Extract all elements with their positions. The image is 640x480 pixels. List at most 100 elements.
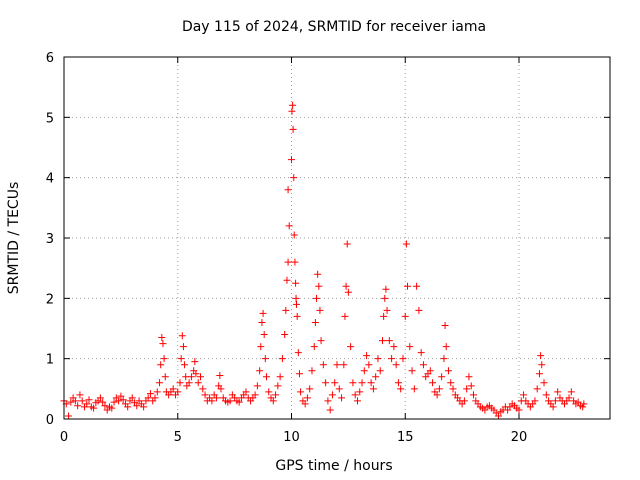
data-point [256, 367, 264, 375]
x-tick-label: 15 [397, 430, 414, 445]
chart-title: Day 115 of 2024, SRMTID for receiver iam… [182, 19, 486, 35]
data-point [301, 400, 309, 408]
data-point [554, 388, 562, 396]
data-point [379, 337, 386, 345]
data-point [151, 394, 159, 402]
data-point [372, 373, 380, 381]
data-point [580, 400, 588, 408]
data-point [404, 282, 412, 290]
data-point [282, 306, 290, 314]
y-tick-label: 4 [46, 172, 54, 187]
data-point [292, 294, 300, 302]
data-point [344, 288, 352, 296]
data-point [444, 367, 452, 375]
data-point [179, 343, 187, 351]
data-point [191, 358, 199, 366]
data-point [242, 388, 250, 396]
x-axis-title: GPS time / hours [275, 458, 392, 474]
data-point [538, 361, 546, 369]
data-point [341, 312, 349, 320]
data-point [291, 258, 299, 266]
data-point [442, 343, 450, 351]
data-point [308, 367, 316, 375]
data-point [251, 391, 259, 399]
plot-frame [63, 56, 611, 420]
data-point [288, 107, 296, 115]
data-point [169, 385, 177, 393]
data-point [380, 312, 388, 320]
data-point [367, 379, 375, 387]
data-point [99, 398, 107, 406]
data-point [360, 367, 368, 375]
data-point [365, 361, 373, 369]
data-point [201, 391, 209, 399]
data-point [470, 391, 477, 399]
data-point [542, 391, 550, 399]
data-point [340, 361, 348, 369]
data-point [115, 397, 123, 405]
data-point [342, 282, 350, 290]
data-point [363, 352, 371, 360]
data-point [408, 367, 416, 375]
data-point [356, 388, 364, 396]
grid [64, 57, 610, 419]
data-point [328, 391, 336, 399]
data-point [159, 340, 167, 348]
data-point [90, 404, 98, 412]
data-point [258, 318, 266, 326]
data-point [128, 394, 136, 402]
data-point [283, 276, 291, 284]
data-point [441, 321, 449, 329]
data-point [74, 402, 82, 410]
data-point [289, 125, 297, 133]
data-point [276, 373, 284, 381]
data-points [60, 101, 588, 420]
data-point [67, 398, 75, 406]
data-point [278, 355, 286, 363]
y-tick-label: 2 [46, 292, 54, 307]
data-point [426, 367, 434, 375]
data-point [515, 406, 523, 414]
data-point [124, 403, 132, 411]
data-point [551, 397, 559, 405]
x-tick-label: 10 [283, 430, 300, 445]
data-point [579, 403, 587, 411]
data-point [269, 397, 277, 405]
data-point [290, 174, 298, 182]
data-point [316, 306, 324, 314]
data-point [399, 355, 407, 363]
data-point [290, 231, 298, 239]
data-point [417, 349, 425, 357]
data-point [216, 372, 224, 380]
data-point [314, 270, 322, 278]
data-point [465, 373, 473, 381]
data-point [76, 391, 84, 399]
data-point [326, 406, 334, 414]
data-point [199, 385, 207, 393]
data-point [85, 396, 93, 404]
data-point [253, 382, 261, 390]
data-point [533, 385, 541, 393]
x-tick-label: 5 [174, 430, 182, 445]
data-point [284, 258, 292, 266]
data-point [133, 402, 141, 410]
data-point [463, 385, 471, 393]
data-point [96, 394, 104, 402]
data-point [392, 361, 400, 369]
data-point [549, 403, 557, 411]
data-point [285, 222, 293, 230]
data-point [262, 373, 270, 381]
data-point [319, 361, 327, 369]
data-point [406, 343, 414, 351]
data-point [335, 385, 343, 393]
data-point [419, 361, 427, 369]
data-point [322, 379, 330, 387]
data-point [347, 343, 355, 351]
data-point [261, 355, 269, 363]
data-point [146, 390, 154, 398]
data-point [260, 331, 268, 339]
data-point [317, 337, 325, 345]
data-point [540, 379, 548, 387]
data-point [374, 355, 382, 363]
data-point [176, 379, 184, 387]
